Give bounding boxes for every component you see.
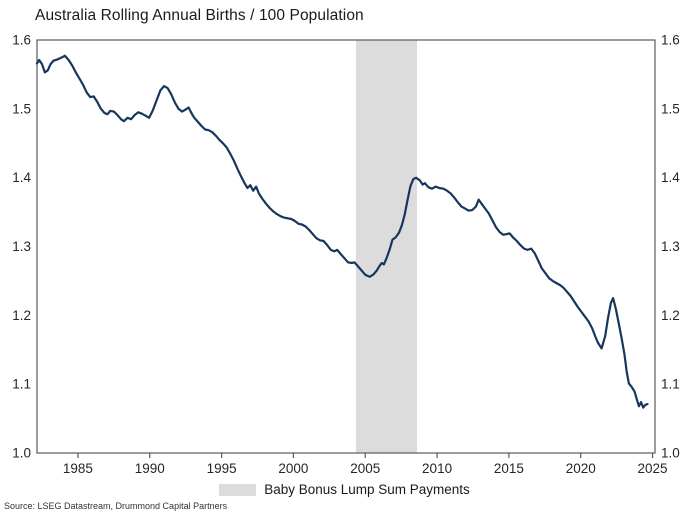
y-axis-right-labels: 1.0 1.1 1.2 1.3 1.4 1.5 1.6 <box>661 33 680 461</box>
y-tick-label-left: 1.1 <box>12 377 31 392</box>
y-tick-label-right: 1.2 <box>661 308 680 323</box>
births-series-line <box>35 54 649 409</box>
y-tick-label-left: 1.4 <box>12 170 31 185</box>
baby-bonus-band <box>355 40 417 453</box>
y-tick-label-left: 1.0 <box>12 446 31 461</box>
baby-bonus-band-rect <box>355 40 417 453</box>
y-axis-left-labels: 1.0 1.1 1.2 1.3 1.4 1.5 1.6 <box>12 33 31 461</box>
y-tick-label-left: 1.5 <box>12 101 31 116</box>
chart-title: Australia Rolling Annual Births / 100 Po… <box>35 7 364 24</box>
legend-swatch-baby-bonus <box>219 483 257 496</box>
x-tick-label: 1985 <box>63 461 93 476</box>
plot-border <box>36 39 656 454</box>
legend-label: Baby Bonus Lump Sum Payments <box>264 482 470 497</box>
x-axis-ticks <box>77 453 654 458</box>
x-tick-label: 2025 <box>638 461 668 476</box>
x-axis-tick-labels: 1985 1990 1995 2000 2005 2010 2015 2020 2025 <box>63 461 668 476</box>
legend: Baby Bonus Lump Sum Payments <box>0 481 689 498</box>
x-tick-label: 1990 <box>135 461 165 476</box>
x-tick-label: 2020 <box>566 461 596 476</box>
x-tick-label: 2005 <box>350 461 380 476</box>
x-tick-label: 1995 <box>207 461 237 476</box>
y-tick-label-right: 1.1 <box>661 377 680 392</box>
y-tick-label-left: 1.3 <box>12 239 31 254</box>
y-tick-label-right: 1.0 <box>661 446 680 461</box>
x-tick-label: 2010 <box>422 461 452 476</box>
y-tick-label-right: 1.5 <box>661 101 680 116</box>
y-tick-label-left: 1.6 <box>12 33 31 48</box>
y-tick-label-right: 1.6 <box>661 33 680 48</box>
x-tick-label: 2015 <box>494 461 524 476</box>
source-note: Source: LSEG Datastream, Drummond Capita… <box>4 501 228 511</box>
y-tick-label-right: 1.4 <box>661 170 680 185</box>
x-tick-label: 2000 <box>278 461 308 476</box>
y-tick-label-right: 1.3 <box>661 239 680 254</box>
y-tick-label-left: 1.2 <box>12 308 31 323</box>
